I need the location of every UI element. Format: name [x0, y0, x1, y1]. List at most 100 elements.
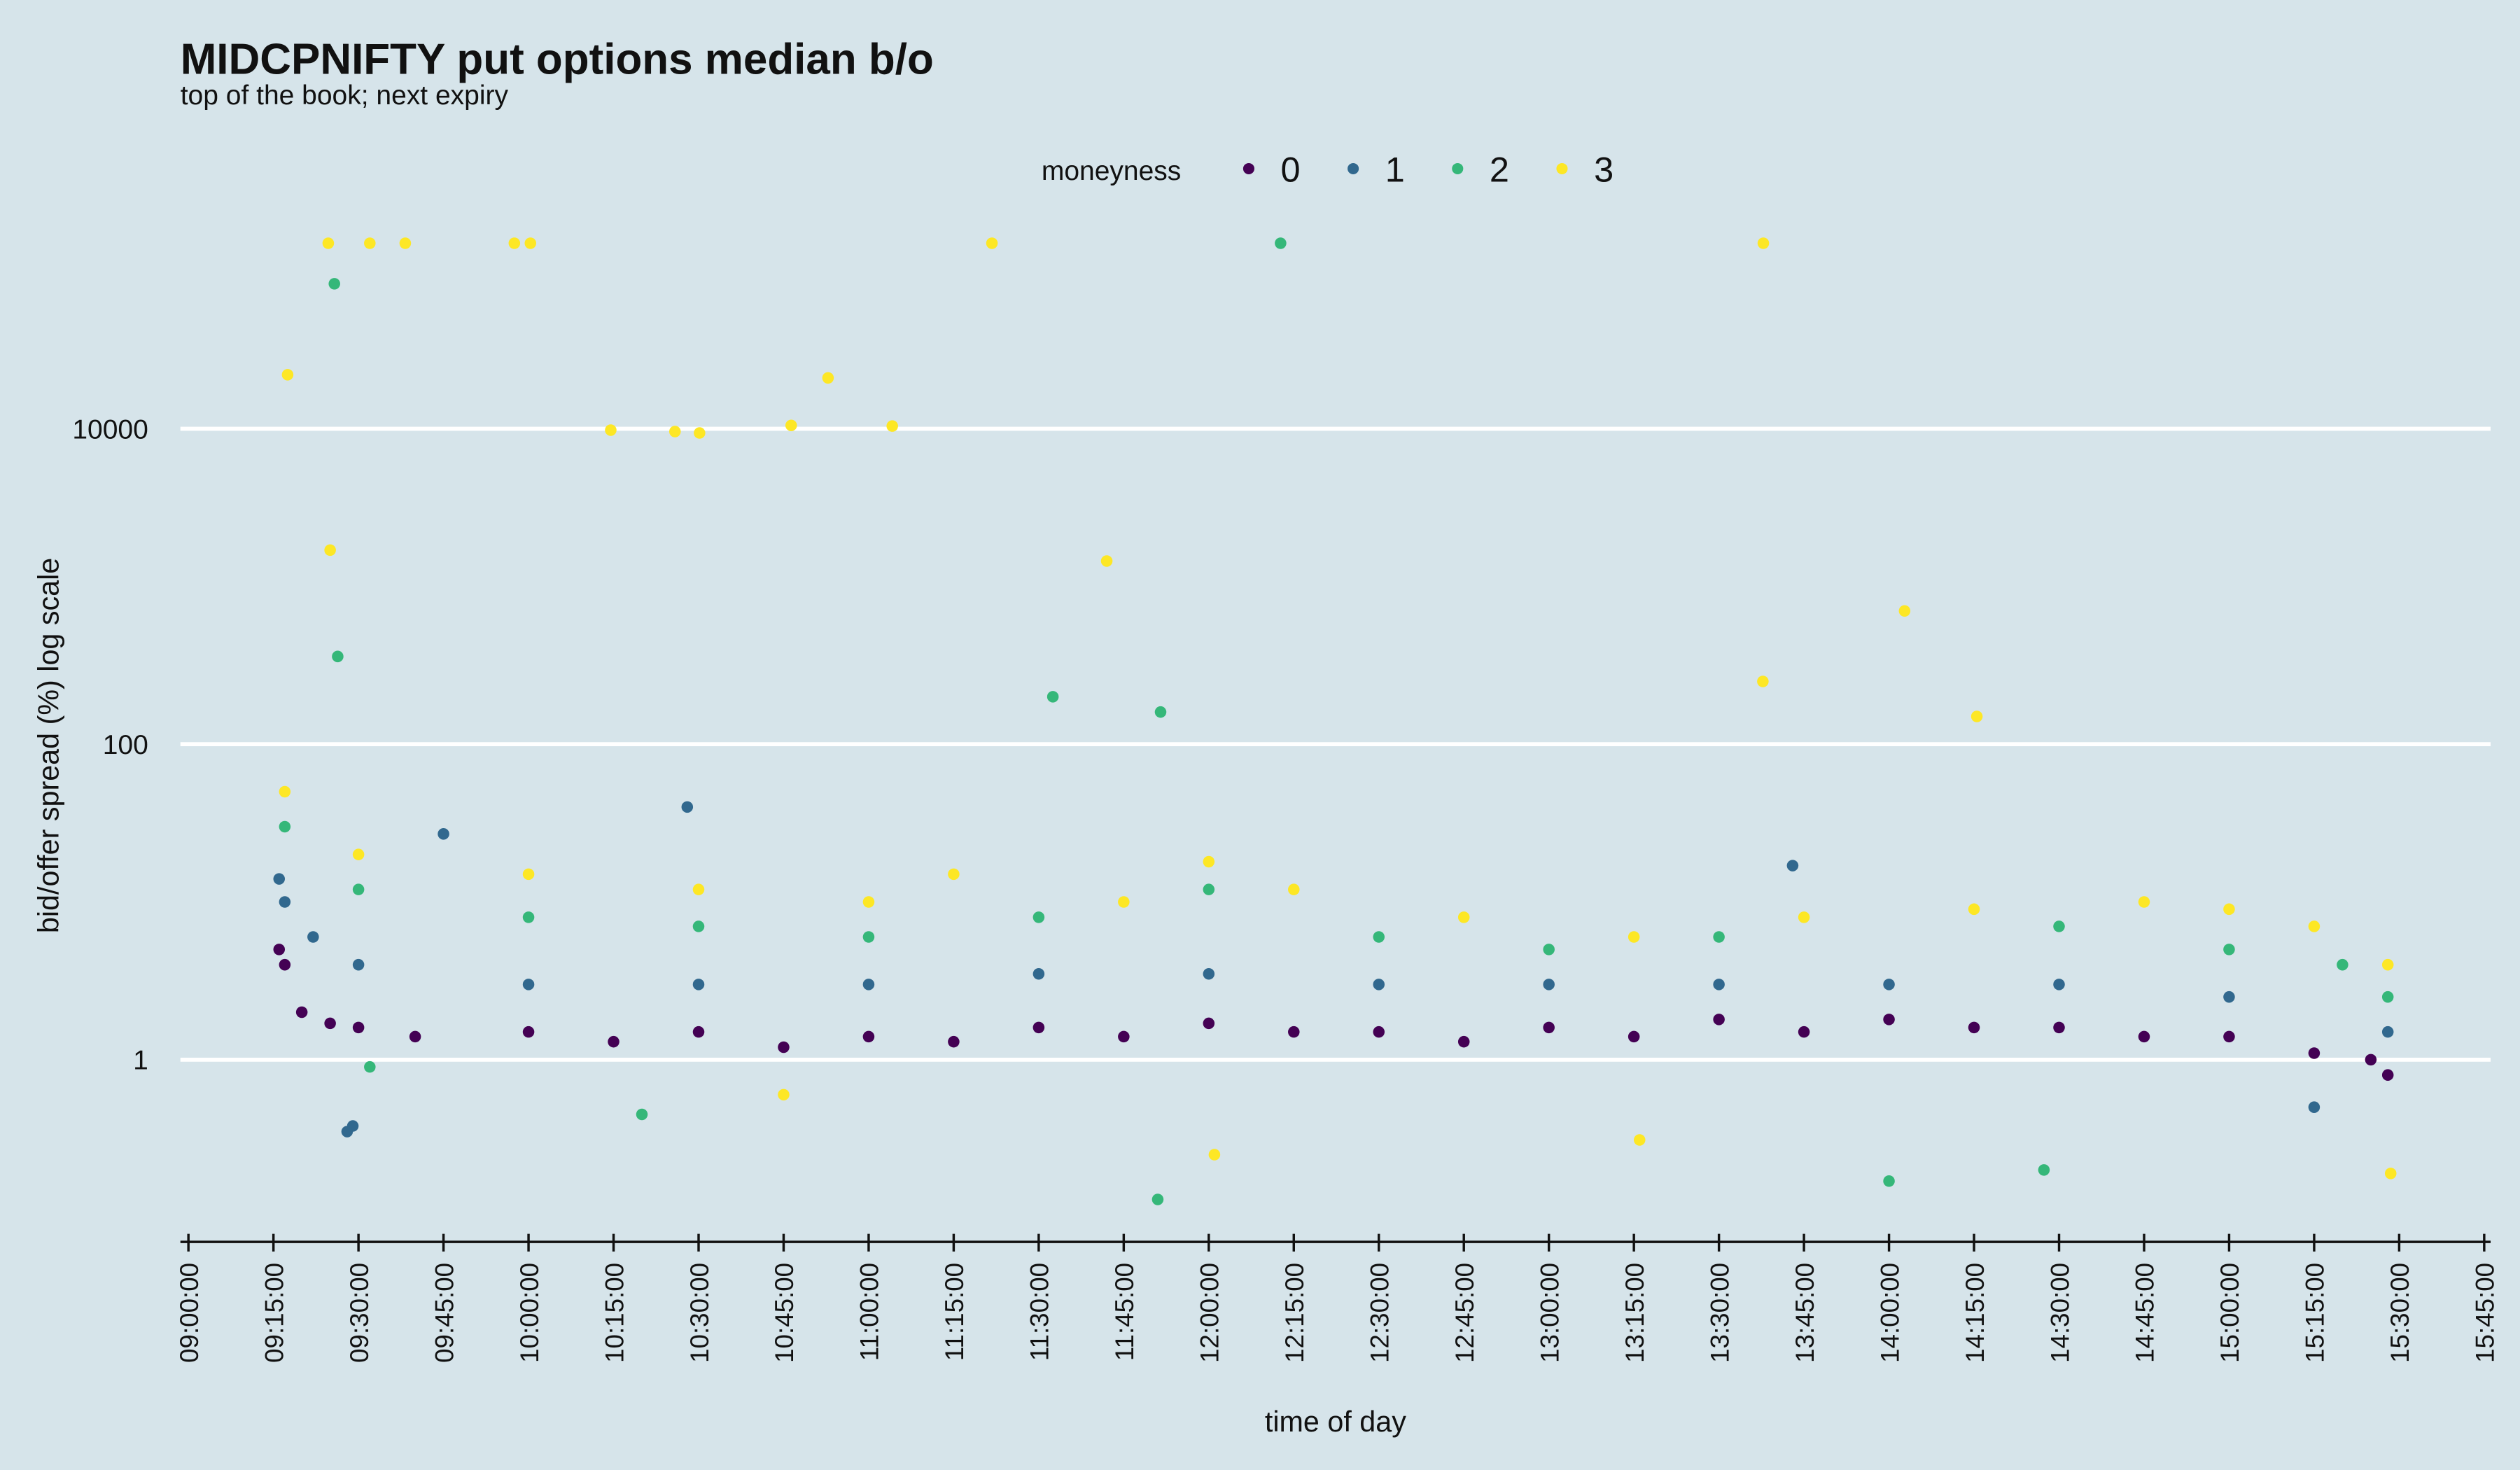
x-tick-label: 14:00:00 [1875, 1263, 1904, 1363]
data-point [2223, 944, 2235, 955]
data-point [2381, 1069, 2394, 1081]
x-tick-label: 14:30:00 [2045, 1263, 2074, 1363]
x-tick-label: 14:45:00 [2131, 1263, 2160, 1363]
data-point [1118, 896, 1130, 908]
x-tick-label: 14:15:00 [1961, 1263, 1989, 1363]
data-point [692, 1026, 705, 1038]
data-point [2381, 990, 2394, 1003]
data-point [273, 873, 286, 885]
data-point [1883, 1175, 1895, 1187]
data-point [273, 944, 286, 955]
data-point [681, 801, 694, 813]
data-point [778, 1041, 790, 1054]
data-point [1757, 237, 1770, 249]
data-point [2308, 1101, 2320, 1113]
data-point [1032, 1021, 1045, 1034]
data-point [2308, 1047, 2320, 1059]
data-point [1203, 855, 1215, 868]
data-point [1543, 979, 1555, 990]
data-point [2138, 1030, 2150, 1043]
x-tick-label: 09:30:00 [345, 1263, 374, 1363]
chart-subtitle: top of the book; next expiry [181, 80, 509, 111]
x-tick-label: 11:15:00 [940, 1263, 969, 1361]
data-point [1633, 1134, 1646, 1146]
data-point [1373, 1026, 1385, 1038]
chart-title: MIDCPNIFTY put options median b/o [181, 36, 934, 84]
data-point [1898, 605, 1911, 617]
data-point [1457, 911, 1470, 923]
data-point [2384, 1168, 2397, 1180]
data-point [692, 920, 705, 932]
data-point [1883, 979, 1895, 990]
x-tick-label: 12:00:00 [1196, 1263, 1224, 1363]
data-point [785, 419, 797, 431]
data-point [524, 237, 537, 249]
data-point [295, 1006, 308, 1018]
data-point [281, 369, 294, 381]
data-point [409, 1030, 421, 1043]
data-point [2381, 1026, 2394, 1038]
data-point [1968, 903, 1980, 916]
data-point [694, 427, 706, 439]
x-tick-label: 12:45:00 [1450, 1263, 1479, 1363]
data-point [1046, 691, 1059, 703]
data-point [2053, 920, 2065, 932]
x-tick-label: 10:45:00 [770, 1263, 799, 1363]
data-point [862, 979, 875, 990]
data-point [307, 931, 319, 943]
data-point [1713, 979, 1725, 990]
data-point [1203, 883, 1215, 895]
data-point [605, 424, 617, 436]
data-point [608, 1035, 620, 1048]
data-point [2053, 1021, 2065, 1034]
x-axis-label: time of day [1265, 1406, 1406, 1438]
data-point [822, 372, 834, 384]
data-point [1373, 931, 1385, 943]
data-point [399, 237, 412, 249]
data-point [2138, 896, 2150, 908]
data-point [1288, 883, 1300, 895]
data-point [1275, 237, 1287, 249]
data-point [636, 1108, 648, 1121]
x-tick-label: 13:30:00 [1705, 1263, 1734, 1363]
data-point [862, 1030, 875, 1043]
data-point [522, 1026, 535, 1038]
data-point [1543, 944, 1555, 955]
data-point [324, 544, 336, 556]
x-tick-label: 12:15:00 [1280, 1263, 1309, 1363]
legend-label: 3 [1594, 149, 1614, 189]
data-point [352, 1021, 365, 1034]
data-point [522, 911, 535, 923]
data-point [1628, 931, 1640, 943]
data-point [1152, 1194, 1164, 1205]
x-tick-label: 10:30:00 [685, 1263, 714, 1363]
x-tick-label: 09:00:00 [175, 1263, 204, 1363]
legend: moneyness 0 1 2 3 [1042, 149, 1614, 189]
data-point [1288, 1026, 1300, 1038]
x-tick-label: 13:15:00 [1620, 1263, 1649, 1363]
data-point [508, 237, 521, 249]
data-point [692, 979, 705, 990]
data-point [1032, 967, 1045, 980]
data-point [279, 785, 291, 798]
data-point [324, 1017, 336, 1030]
data-point [279, 958, 291, 971]
data-point [352, 883, 365, 895]
x-tick-label: 15:15:00 [2301, 1263, 2330, 1363]
data-point [2223, 903, 2235, 916]
legend-marker [1556, 162, 1568, 175]
data-point [2337, 958, 2348, 971]
data-point [1798, 1026, 1810, 1038]
x-tick-label: 09:15:00 [260, 1263, 288, 1363]
data-point [522, 979, 535, 990]
data-point [438, 828, 449, 840]
x-tick-label: 10:00:00 [515, 1263, 544, 1363]
x-tick-label: 12:30:00 [1366, 1263, 1394, 1363]
data-point [2308, 920, 2320, 932]
x-tick-label: 11:30:00 [1026, 1263, 1054, 1361]
data-point [1203, 1017, 1215, 1030]
legend-marker [1348, 162, 1359, 175]
x-tick-label: 09:45:00 [430, 1263, 458, 1363]
